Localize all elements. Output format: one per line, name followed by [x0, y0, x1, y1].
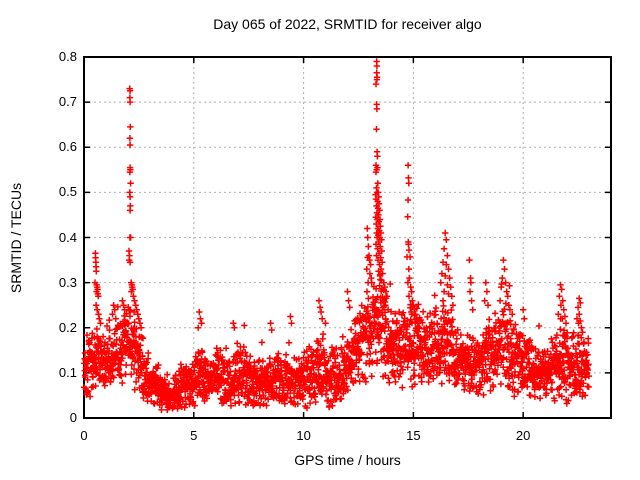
y-tick-label: 0.7 — [58, 94, 77, 110]
y-tick-label: 0.3 — [58, 274, 77, 290]
y-tick-label: 0.4 — [58, 229, 77, 245]
data-points — [80, 58, 593, 414]
y-tick-label: 0.6 — [58, 139, 77, 155]
x-tick-label: 10 — [296, 428, 311, 443]
y-tick-label: 0.1 — [58, 364, 77, 380]
y-tick-label: 0.8 — [58, 49, 77, 64]
x-tick-label: 5 — [190, 428, 198, 443]
y-tick-label: 0 — [69, 410, 77, 425]
plot-ticks — [83, 56, 611, 419]
x-tick-label: 20 — [515, 428, 531, 443]
x-tick-label: 0 — [80, 428, 88, 443]
x-tick-label: 15 — [406, 428, 421, 443]
chart-title: Day 065 of 2022, SRMTID for receiver alg… — [213, 16, 482, 32]
y-tick-label: 0.2 — [58, 319, 77, 335]
y-tick-label: 0.5 — [58, 184, 77, 200]
x-axis-label: GPS time / hours — [294, 452, 401, 468]
